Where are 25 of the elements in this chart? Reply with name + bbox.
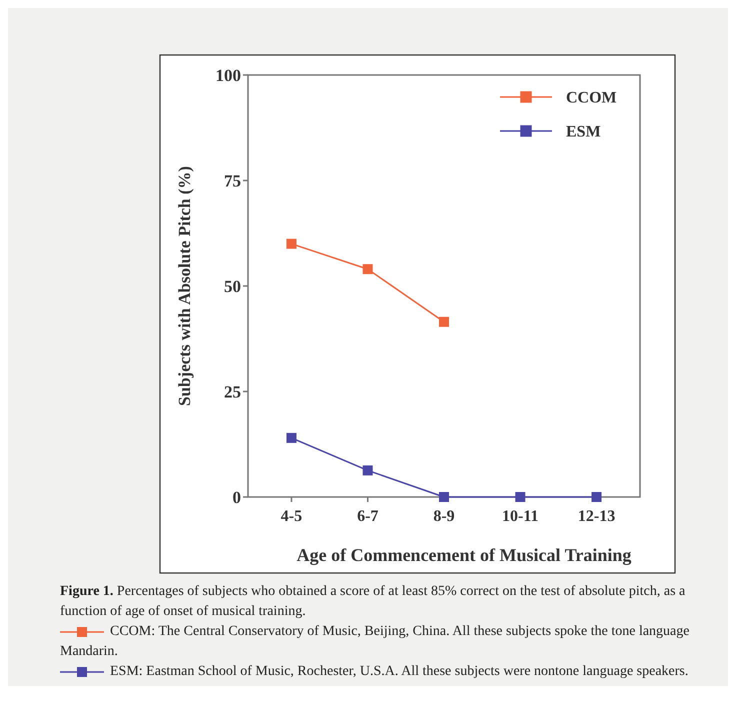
x-tick-label: 6-7 — [357, 508, 378, 525]
y-axis-title: Subjects with Absolute Pitch (%) — [175, 166, 194, 406]
y-tick-label: 50 — [224, 276, 241, 296]
x-tick-label: 8-9 — [433, 508, 455, 525]
x-axis-title: Age of Commencement of Musical Training — [296, 545, 632, 565]
point — [515, 492, 526, 502]
legend-label: ESM — [566, 124, 601, 141]
point — [439, 492, 449, 502]
x-tick-label: 10-11 — [502, 508, 538, 525]
y-tick-label: 0 — [232, 488, 241, 507]
x-tick-label: 12-13 — [578, 508, 616, 525]
point — [286, 238, 296, 249]
point — [286, 432, 296, 443]
point — [362, 264, 373, 274]
y-tick-label: 25 — [224, 382, 241, 402]
point — [439, 316, 449, 327]
point — [362, 465, 373, 476]
x-tick-label: 4-5 — [280, 508, 302, 525]
text: ESM: Eastman School of Music, Rochester, U.S.A. All these subjects were nontone language speakers. — [109, 663, 690, 681]
y-tick-label: 75 — [224, 171, 241, 190]
caption: Figure 1. Percentages of subjects who obtained a score of at least 85% correct on the test of absolute pitch, as a function of age of onset of musical training. — [60, 583, 686, 621]
y-tick-label: 100 — [216, 66, 241, 85]
legend-label: CCOM — [566, 90, 617, 107]
point — [592, 492, 602, 502]
text: CCOM: The Central Conservatory of Music, Beijing, China. All these subjects spoke the tone language Mandarin. — [60, 623, 690, 661]
